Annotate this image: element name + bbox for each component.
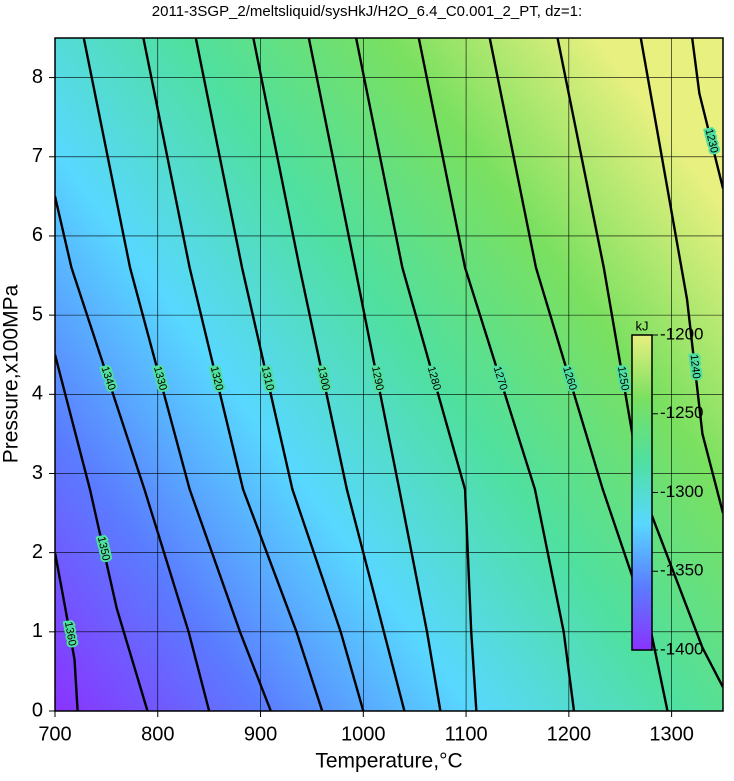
y-tick-label: 7 [32, 145, 43, 167]
y-tick-label: 6 [32, 224, 43, 246]
contour-label: 1240 [687, 354, 702, 380]
colorbar-tick-label: -1300 [660, 482, 703, 501]
x-tick-label: 1200 [547, 723, 592, 745]
contour-line [142, 38, 324, 711]
colorbar-tick-label: -1350 [660, 561, 703, 580]
x-tick-label: 900 [244, 723, 277, 745]
y-tick-label: 0 [32, 699, 43, 721]
colorbar-label: kJ [636, 318, 649, 333]
y-tick-label: 5 [32, 303, 43, 325]
chart-title: 2011-3SGP_2/meltsliquid/sysHkJ/H2O_6.4_C… [152, 3, 582, 20]
contour-line [690, 38, 723, 189]
colorbar-tick-label: -1250 [660, 403, 703, 422]
contour-line [55, 354, 149, 711]
contour-line [354, 38, 478, 711]
contour-line [639, 38, 723, 514]
contour-line [252, 38, 406, 711]
y-axis-label: Pressure,x100MPa [0, 284, 23, 463]
y-tick-label: 2 [32, 541, 43, 563]
contour-line [417, 38, 576, 711]
y-tick-label: 1 [32, 620, 43, 642]
contour-line [194, 38, 365, 711]
contour-line [488, 38, 669, 711]
plot-frame [54, 37, 724, 712]
x-tick-label: 1000 [341, 723, 386, 745]
y-tick-label: 3 [32, 462, 43, 484]
contour-line [82, 38, 272, 711]
contour-line [307, 38, 442, 711]
contour-line [55, 552, 79, 711]
x-tick-label: 1100 [445, 723, 488, 745]
colorbar [631, 334, 653, 651]
contour-line [55, 196, 211, 711]
x-tick-label: 700 [38, 723, 71, 745]
x-tick-label: 800 [141, 723, 174, 745]
y-tick-label: 4 [32, 383, 43, 405]
x-tick-label: 1300 [649, 723, 694, 745]
colorbar-tick-label: -1400 [660, 639, 703, 658]
x-axis-label: Temperature,°C [315, 750, 462, 773]
colorbar-tick-label: -1200 [660, 324, 703, 343]
y-tick-label: 8 [32, 66, 43, 88]
